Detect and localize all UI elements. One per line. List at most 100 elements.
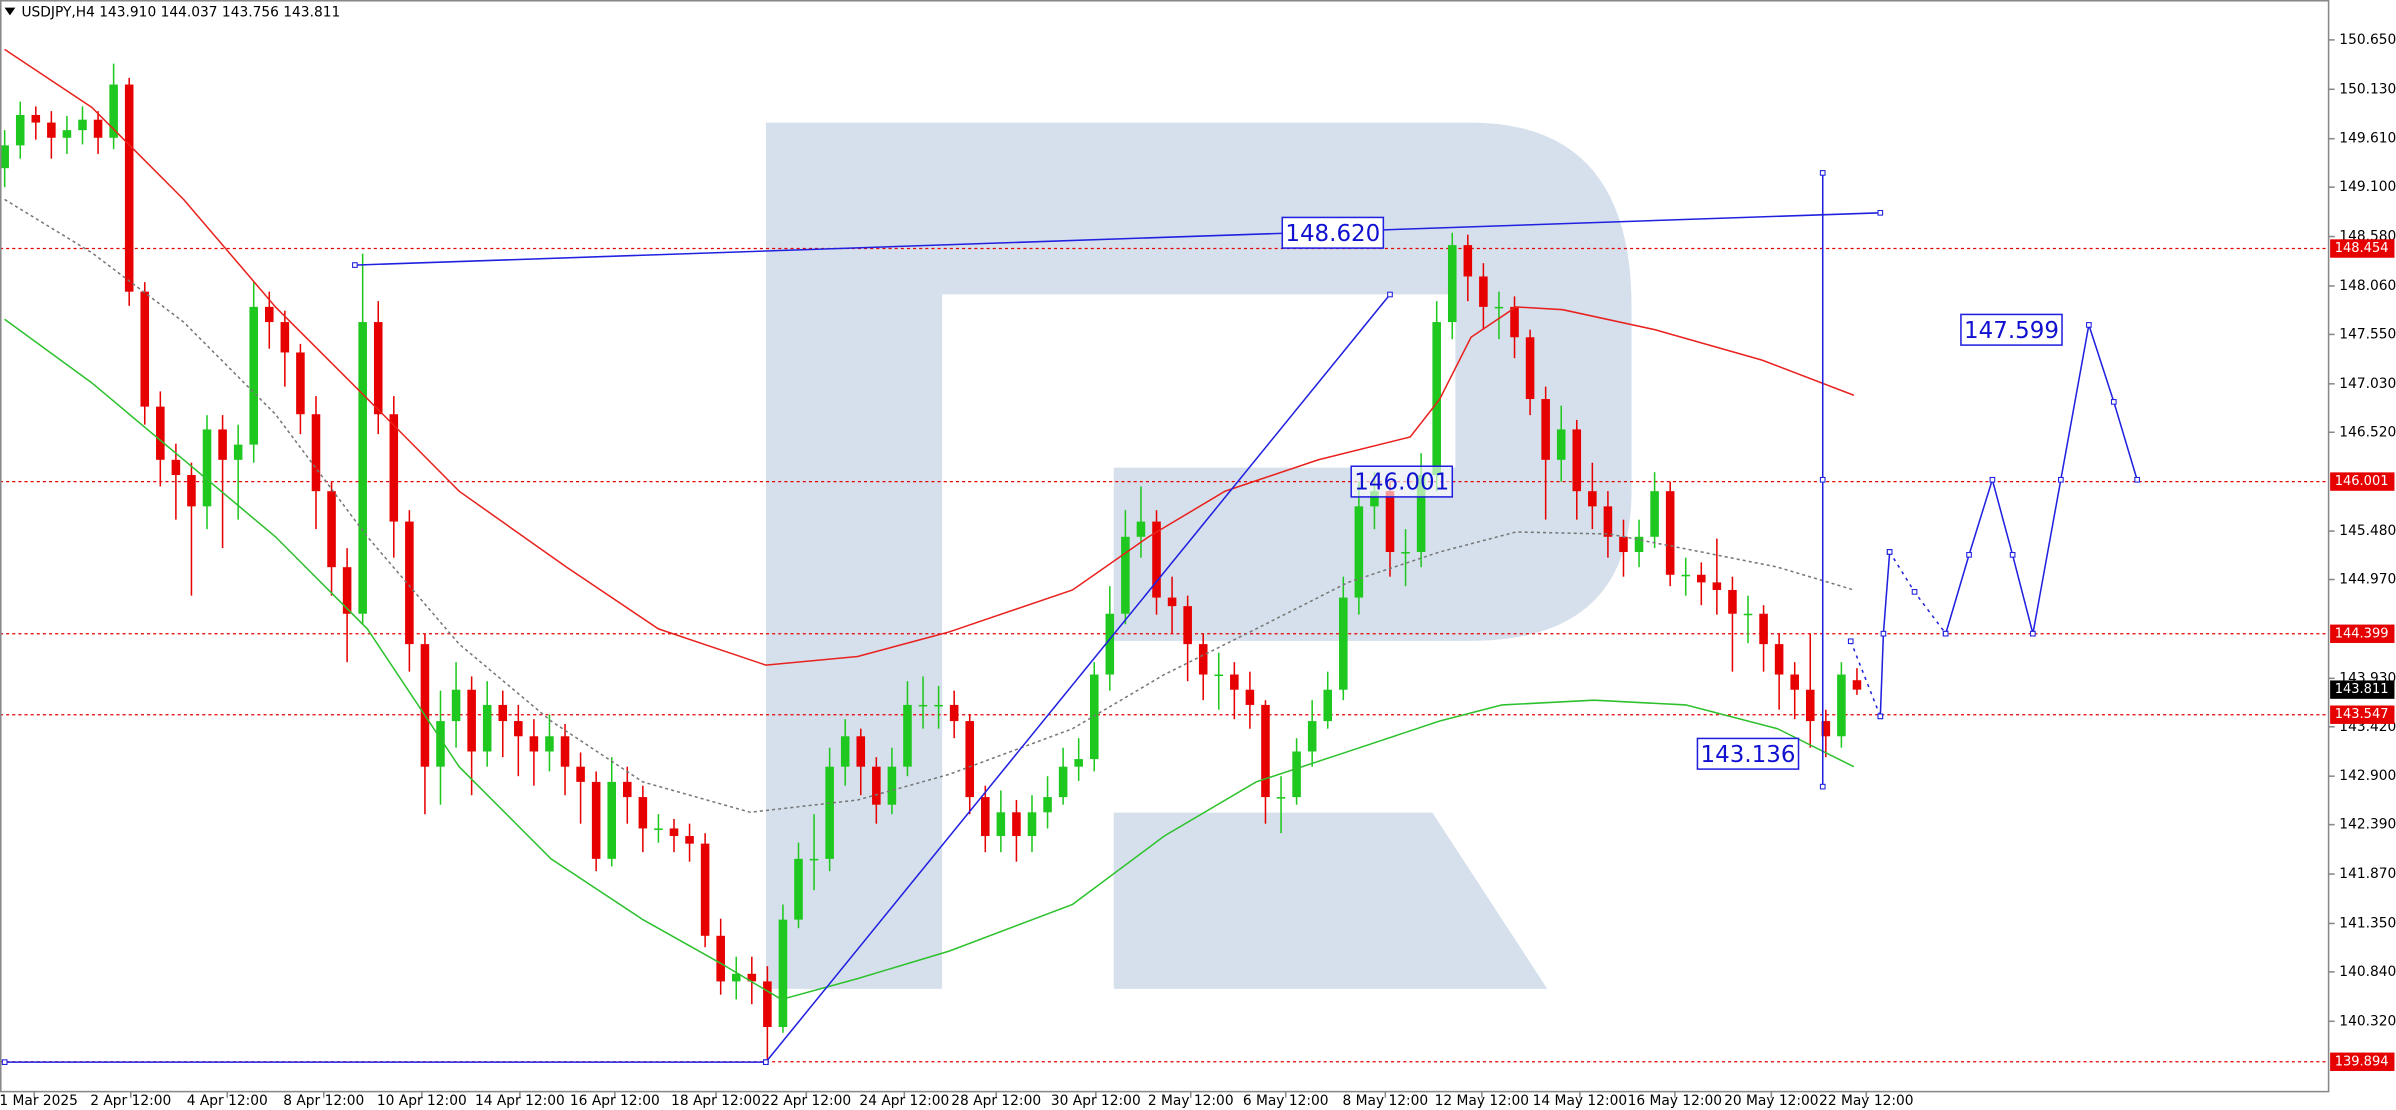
candle-body: [825, 766, 834, 859]
candle-body: [1556, 429, 1566, 460]
vertex: [1847, 638, 1854, 645]
x-tick-label: 4 Apr 12:00: [187, 1093, 268, 1109]
candle-body: [840, 736, 850, 767]
candle-body: [1743, 613, 1753, 616]
vertex: [1911, 589, 1918, 595]
candle-body: [949, 704, 959, 722]
annotation-box: [1960, 313, 2063, 346]
vertex: [2086, 322, 2092, 328]
candle-body: [1665, 491, 1675, 575]
candle-body: [249, 306, 258, 445]
candle-body: [498, 704, 508, 722]
y-tick-label: 147.550: [2339, 326, 2396, 342]
candle-body: [856, 736, 866, 767]
x-tick-label: 8 May 12:00: [1342, 1093, 1428, 1109]
price-tag: [2330, 680, 2395, 699]
level-tag-label: 139.894: [2335, 1054, 2389, 1069]
candle-body: [436, 721, 445, 767]
chart-title: USDJPY,H4 143.910 144.037 143.756 143.81…: [21, 4, 340, 20]
y-tick-label: 146.520: [2339, 424, 2396, 440]
watermark-leg: [1113, 812, 1548, 989]
vertex: [1966, 551, 1972, 558]
candle-body: [1510, 306, 1519, 338]
x-tick-label: 14 May 12:00: [1533, 1093, 1627, 1109]
candle-body: [15, 114, 25, 146]
candle-body: [1416, 475, 1426, 552]
forecast-line: [1850, 641, 1882, 717]
candle-body: [1012, 812, 1021, 837]
y-tick-label: 150.650: [2339, 32, 2396, 48]
candle-body: [467, 689, 476, 752]
candle-body: [1339, 597, 1348, 690]
title-arrow: [4, 7, 16, 16]
level-tag: [2330, 472, 2395, 491]
watermark-r: [765, 122, 1632, 989]
candle-body: [996, 812, 1006, 837]
candle-body: [1370, 491, 1379, 507]
candle-body: [1572, 429, 1582, 492]
candle-body: [1058, 766, 1068, 798]
candle-body: [887, 766, 897, 805]
candle-body: [311, 414, 321, 492]
candle-body: [280, 322, 290, 353]
y-tick-label: 147.030: [2339, 376, 2396, 392]
candle-body: [591, 781, 601, 859]
vertex: [2009, 551, 2016, 558]
candle-body: [420, 644, 430, 767]
candle-body: [1198, 644, 1208, 675]
candle-body: [202, 429, 212, 507]
candle-body: [373, 322, 383, 415]
candle-body: [716, 935, 725, 982]
candle-body: [1354, 506, 1364, 598]
candle-body: [1121, 536, 1130, 614]
candle-body: [607, 781, 617, 859]
candle-body: [763, 981, 772, 1027]
annotation-box: [1350, 465, 1454, 498]
x-tick-label: 22 Apr 12:00: [761, 1093, 851, 1109]
candle-body: [78, 119, 87, 131]
candle-body: [109, 84, 118, 138]
candle-body: [1323, 689, 1333, 722]
y-tick-label: 149.100: [2339, 179, 2396, 195]
y-tick-label: 150.130: [2339, 81, 2396, 97]
candle-body: [1105, 613, 1115, 675]
candle-body: [1821, 721, 1831, 737]
level-tag: [2330, 239, 2395, 258]
y-tick-label: 142.390: [2339, 817, 2396, 833]
x-tick-label: 18 Apr 12:00: [671, 1093, 761, 1109]
candle-body: [1634, 536, 1644, 552]
x-tick-label: 24 Apr 12:00: [859, 1093, 949, 1109]
candle-body: [1790, 674, 1799, 690]
candle-body: [1541, 399, 1550, 460]
candle-body: [545, 736, 554, 752]
candle-body: [1432, 322, 1441, 476]
candle-body: [296, 352, 305, 415]
annotation-label: 148.620: [1285, 221, 1380, 247]
annotation-box: [1696, 737, 1800, 770]
x-tick-label: 28 Apr 12:00: [951, 1093, 1041, 1109]
candle-body: [809, 858, 819, 861]
y-tick-label: 144.970: [2339, 572, 2396, 588]
candle-body: [981, 797, 990, 837]
x-tick-label: 6 May 12:00: [1243, 1093, 1329, 1109]
candle-body: [1027, 812, 1037, 837]
candle-body: [156, 406, 165, 460]
candle-body: [1728, 589, 1737, 614]
moving-average: [4, 318, 1855, 1001]
candle-body: [327, 491, 336, 568]
candle-body: [405, 521, 414, 645]
vertex: [1942, 630, 1949, 637]
x-tick-label: 2 Apr 12:00: [90, 1093, 171, 1109]
candle-body: [778, 919, 788, 1027]
vertex: [2110, 399, 2117, 405]
candle-body: [265, 306, 274, 323]
x-tick-label: 14 Apr 12:00: [475, 1093, 565, 1109]
level-tag-label: 144.399: [2335, 626, 2389, 641]
vertex: [352, 262, 358, 268]
candle-body: [1494, 306, 1504, 309]
candle-body: [731, 973, 741, 982]
level-tag-label: 148.454: [2335, 241, 2389, 256]
candle-body: [1167, 597, 1177, 607]
